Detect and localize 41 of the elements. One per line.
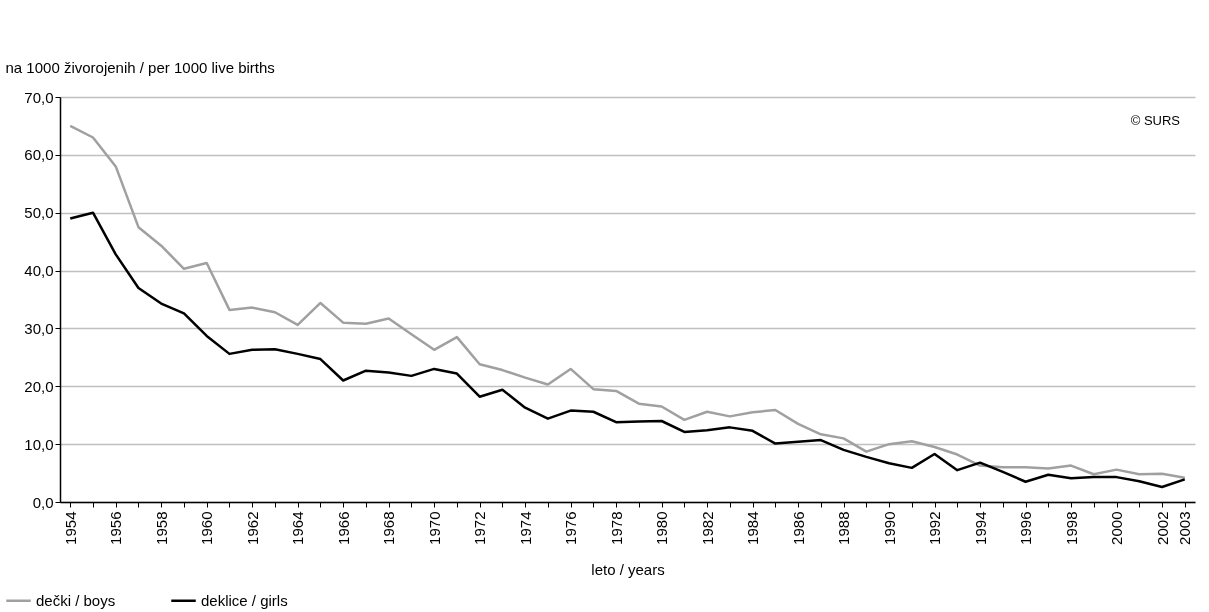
- y-axis-title: na 1000 živorojenih / per 1000 live births: [5, 58, 275, 76]
- x-tick-label: 1974: [516, 511, 534, 545]
- x-tick-label: 1996: [1017, 511, 1035, 545]
- x-tick-label: 1962: [243, 511, 261, 545]
- y-tick-label: 50,0: [24, 204, 54, 222]
- x-tick-label: 1986: [789, 511, 807, 545]
- legend-label: dečki / boys: [36, 591, 116, 609]
- legend-label: deklice / girls: [201, 591, 288, 609]
- x-tick-label: 1972: [471, 511, 489, 545]
- x-tick-label: 2003: [1176, 511, 1194, 545]
- x-tick-label: 1988: [835, 511, 853, 545]
- y-tick-label: 60,0: [24, 146, 54, 164]
- x-tick-label: 1992: [926, 511, 944, 545]
- line-series: [68, 211, 1187, 489]
- x-tick-label: 1970: [425, 511, 443, 545]
- y-tick-label: 30,0: [24, 319, 54, 337]
- y-tick-label: 10,0: [24, 435, 54, 453]
- x-tick-label: 1976: [562, 511, 580, 545]
- x-tick-label: 1968: [380, 511, 398, 545]
- y-tick-label: 20,0: [24, 377, 54, 395]
- x-axis-title: leto / years: [591, 560, 665, 578]
- line-series: [68, 124, 1187, 479]
- x-tick-label: 1998: [1062, 511, 1080, 545]
- x-tick-label: 1966: [334, 511, 352, 545]
- x-tick-label: 2000: [1108, 511, 1126, 545]
- x-tick-label: 1958: [152, 511, 170, 545]
- x-tick-label: 1960: [198, 511, 216, 545]
- x-tick-label: 1964: [289, 511, 307, 545]
- x-tick-label: 1954: [61, 511, 79, 545]
- x-tick-label: 1980: [653, 511, 671, 545]
- x-tick-label: 1978: [607, 511, 625, 545]
- x-tick-label: 1990: [880, 511, 898, 545]
- y-tick-label: 70,0: [24, 88, 54, 106]
- x-tick-label: 1994: [971, 511, 989, 545]
- y-tick-label: 0,0: [32, 493, 54, 511]
- x-tick-label: 2002: [1153, 511, 1171, 545]
- x-tick-label: 1984: [744, 511, 762, 545]
- annotation: © SURS: [1130, 113, 1181, 128]
- y-tick-label: 40,0: [24, 262, 54, 280]
- x-tick-label: 1956: [107, 511, 125, 545]
- x-tick-label: 1982: [698, 511, 716, 545]
